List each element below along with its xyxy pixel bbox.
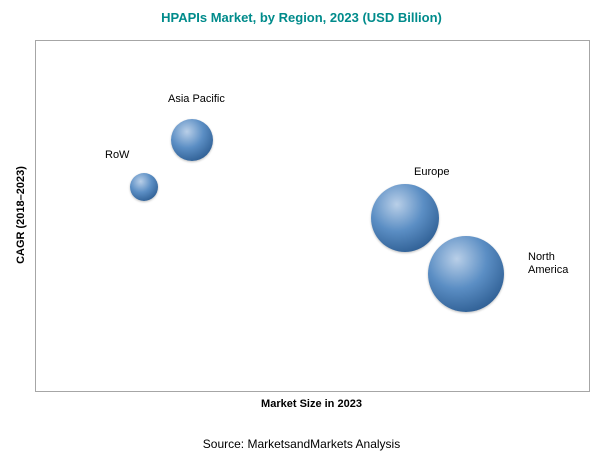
source-note: Source: MarketsandMarkets Analysis <box>202 437 401 451</box>
chart-title: HPAPIs Market, by Region, 2023 (USD Bill… <box>161 10 442 25</box>
bubble-row <box>129 172 158 201</box>
bubble-label-asia-pacific: Asia Pacific <box>168 93 225 105</box>
bubble-label-north-america: North America <box>528 251 569 276</box>
bubble-label-row: RoW <box>105 149 130 161</box>
bubble-label-europe: Europe <box>414 166 450 178</box>
y-axis-label: CAGR (2018–2023) <box>15 166 27 264</box>
x-axis-label: Market Size in 2023 <box>261 398 362 410</box>
bubble-asia-pacific <box>170 119 213 162</box>
bubble-europe <box>370 184 439 253</box>
bubble-north-america <box>428 236 505 313</box>
plot-area: RoW Asia Pacific Europe North America <box>35 40 590 392</box>
